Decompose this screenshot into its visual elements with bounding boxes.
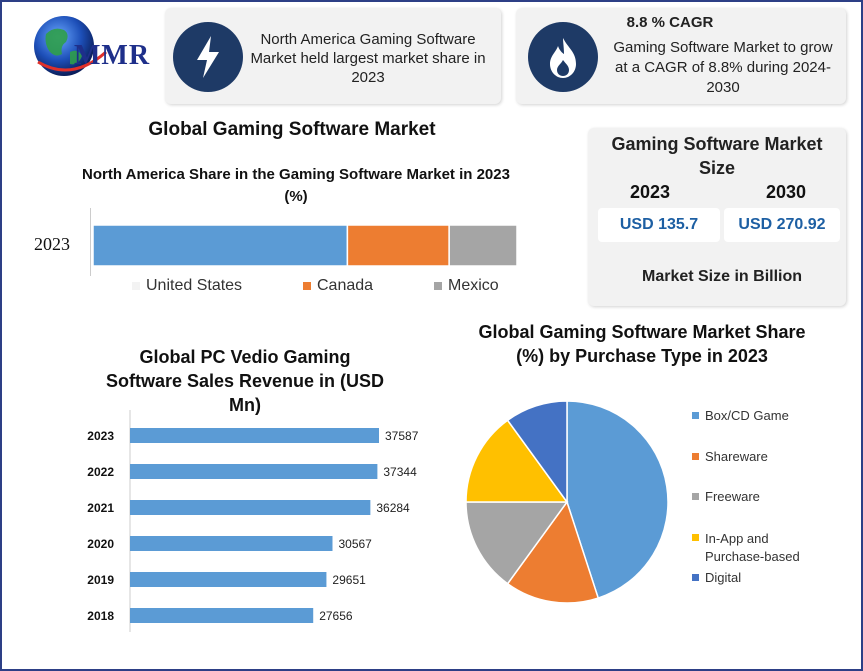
legend-label: Digital [705,570,742,585]
revenue-value-label: 27656 [319,609,353,623]
pie-legend-shareware: Shareware [692,449,822,464]
lightning-icon [173,22,243,92]
legend-item-mexico: Mexico [434,277,499,295]
main-title: Global Gaming Software Market [148,119,436,140]
legend-swatch [692,412,699,419]
revenue-year-label: 2020 [87,537,114,551]
stacked-segment-mexico [448,224,518,267]
legend-label: Freeware [705,489,760,504]
info-card-text: Gaming Software Market to grow at a CAGR… [613,39,833,96]
revenue-year-label: 2018 [87,609,114,623]
revenue-bar-2021 [130,500,371,515]
cagr-heading: 8.8 % CAGR [626,14,714,31]
revenue-bar-2022 [130,464,378,479]
legend-item-united-states: United States [132,277,242,295]
revenue-bar-chart: 2023 37587 2022 37344 2021 36284 2020 30567 2019… [87,410,419,632]
globe-icon [34,16,107,76]
pie-slice-freeware [465,501,569,585]
stacked-segment-canada [346,224,450,267]
stacked-bar [92,224,518,267]
market-size-title: Gaming Software Market Size [611,134,823,178]
revenue-chart-title: Global PC Vedio Gaming Software Sales Re… [105,347,385,415]
revenue-year-label: 2019 [87,573,114,587]
flame-icon [528,22,598,92]
legend-swatch [692,534,699,541]
legend-item-canada: Canada [303,277,373,295]
pie-legend-in-app: In-App and Purchase-based [692,530,812,566]
legend-swatch [303,282,311,290]
pie-slice-shareware [506,500,600,604]
pie-legend-digital: Digital [692,570,822,585]
legend-swatch [692,574,699,581]
revenue-year-label: 2022 [87,465,114,479]
revenue-bar-2019 [130,572,327,587]
pie-legend-box-cd-game: Box/CD Game [692,408,822,423]
revenue-value-label: 37344 [383,465,417,479]
legend-label: Mexico [448,277,499,294]
year-2023-label: 2023 [629,182,671,202]
logo-text: MMR [74,40,151,71]
legend-swatch [434,282,442,290]
value-2030: USD 270.92 [724,208,840,242]
stacked-category-label: 2023 [34,234,70,254]
pie-slice-in-app-and-purchase-based [465,419,569,503]
logo: MMR [32,12,162,84]
stacked-segment-united-states [92,224,349,267]
market-size-footer: Market Size in Billion [641,268,803,285]
legend-label: United States [146,277,243,294]
stacked-chart-title: North America Share in the Gaming Softwa… [82,166,510,205]
market-size-card: Gaming Software Market Size 2023 2030 US… [588,128,846,306]
legend-swatch [132,282,140,290]
purchase-type-pie-chart [465,400,669,604]
revenue-bar-2023 [130,428,379,443]
revenue-year-label: 2023 [87,429,114,443]
pie-slice-digital [506,400,568,505]
revenue-bar-2018 [130,608,314,623]
revenue-value-label: 29651 [332,573,366,587]
revenue-bar-2020 [130,536,333,551]
pie-slice-box-cd-game [566,400,669,600]
info-card-cagr: 8.8 % CAGR Gaming Software Market to gro… [516,8,846,104]
pie-chart-title: Global Gaming Software Market Share (%) … [478,322,806,366]
pie-legend-freeware: Freeware [692,489,822,504]
revenue-value-label: 37587 [385,429,419,443]
legend-swatch [692,453,699,460]
legend-label: Box/CD Game [705,408,789,423]
stacked-axis-line [90,208,91,276]
legend-swatch [692,493,699,500]
revenue-year-label: 2021 [87,501,114,515]
info-card-north-america: North America Gaming Software Market hel… [165,8,501,104]
revenue-value-label: 30567 [338,537,372,551]
legend-label: Shareware [705,449,768,464]
year-2030-label: 2030 [765,182,807,202]
value-2023: USD 135.7 [598,208,720,242]
legend-label: Canada [317,277,374,294]
info-card-text: North America Gaming Software Market hel… [250,31,486,86]
revenue-value-label: 36284 [376,501,410,515]
legend-label: In-App and Purchase-based [705,531,800,564]
